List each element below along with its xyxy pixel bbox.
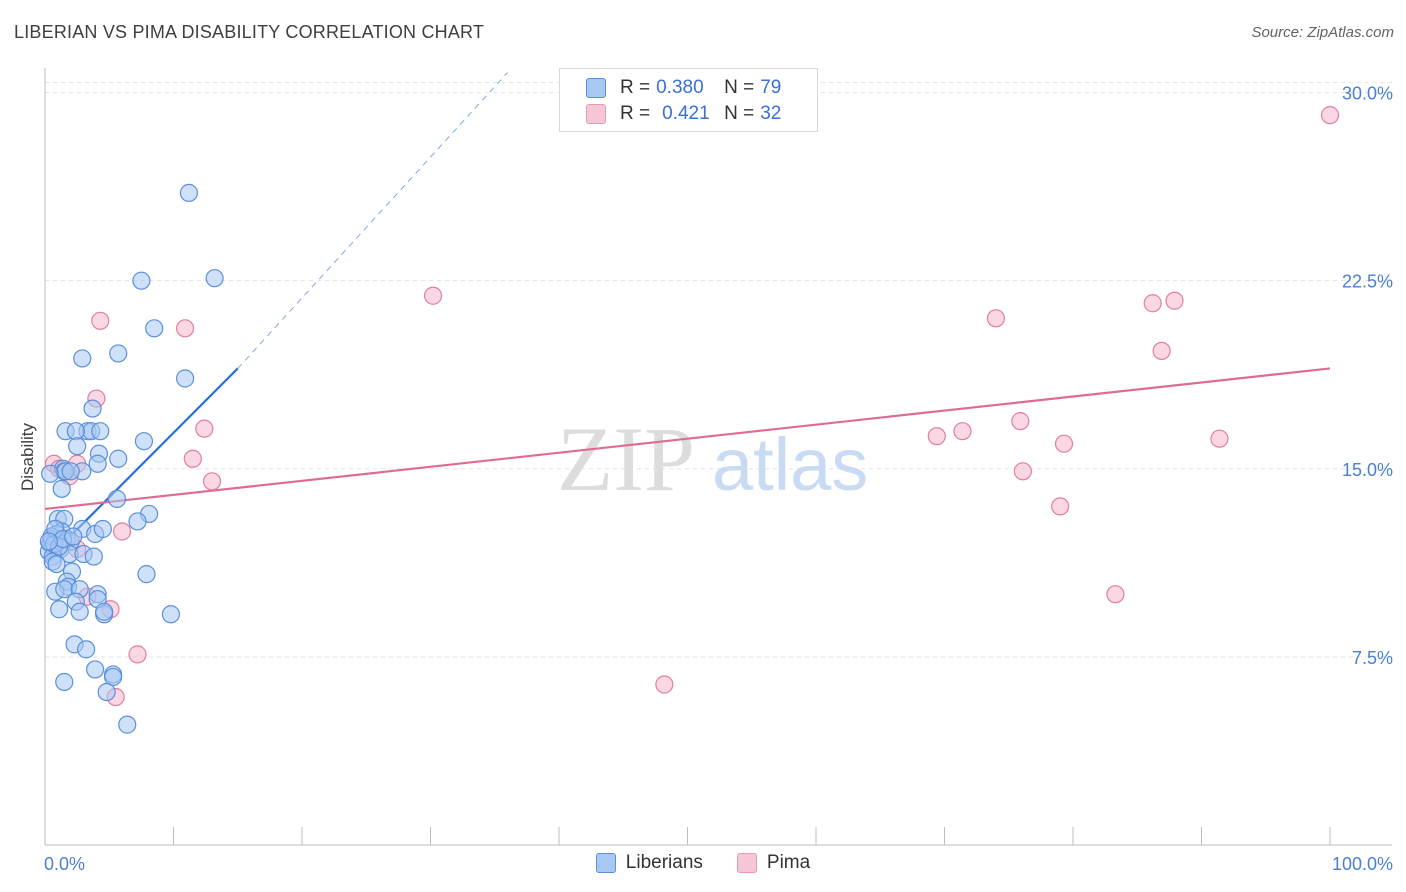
r-value: 0.380 xyxy=(656,77,704,98)
liberians-point xyxy=(97,682,116,702)
legend-label-pima: Pima xyxy=(766,852,811,873)
liberians-point xyxy=(104,667,123,687)
legend-row-pima: R = 0.421 N = 32 xyxy=(586,102,781,126)
liberians-point xyxy=(109,449,128,468)
data-points xyxy=(39,106,1340,734)
pima-point xyxy=(953,422,972,441)
pima-point xyxy=(423,286,443,305)
liberians-swatch xyxy=(595,853,616,873)
pima-point xyxy=(1051,497,1070,516)
liberians-point xyxy=(66,422,85,441)
axes xyxy=(44,68,1392,846)
liberians-point xyxy=(41,464,60,483)
pima-point xyxy=(1152,341,1171,361)
watermark-atlas: atlas xyxy=(712,423,868,506)
liberians-point xyxy=(137,565,156,584)
liberians-point xyxy=(175,369,195,388)
pima-point xyxy=(655,675,674,694)
liberians-point xyxy=(95,602,114,621)
pima-point xyxy=(91,311,110,330)
x-tick-label: 0.0% xyxy=(44,854,85,874)
liberians-point xyxy=(61,462,80,481)
legend-item-liberians: Liberians xyxy=(595,852,703,874)
watermark-zip: ZIP xyxy=(557,408,695,510)
pima-point xyxy=(202,472,222,491)
liberians-point xyxy=(118,715,137,734)
pima-point xyxy=(1054,434,1074,453)
liberians-point xyxy=(93,519,112,539)
liberians-point xyxy=(73,349,92,368)
r-label: R = xyxy=(620,103,651,124)
pima-point xyxy=(112,522,132,541)
liberians-point xyxy=(161,605,181,624)
r-label: R = xyxy=(620,77,651,98)
liberians-point xyxy=(132,271,151,290)
liberians-swatch xyxy=(586,78,606,98)
y-tick-label: 22.5% xyxy=(1342,272,1393,292)
y-tick-label: 7.5% xyxy=(1352,648,1393,668)
n-value: 79 xyxy=(760,77,782,98)
liberians-point xyxy=(84,547,103,566)
pima-point xyxy=(183,449,202,468)
tick-labels: 7.5% 15.0% 22.5% 30.0% 0.0% 100.0% xyxy=(44,84,1393,874)
liberians-point xyxy=(77,640,96,659)
liberians-point xyxy=(109,344,128,363)
pima-point xyxy=(986,309,1006,328)
liberians-point xyxy=(55,672,74,692)
pima-point xyxy=(1165,291,1184,310)
legend-label-liberians: Liberians xyxy=(625,852,703,873)
pima-point xyxy=(1210,429,1229,448)
pima-point xyxy=(1013,462,1032,481)
legend-row-liberians: R = 0.380 N = 79 xyxy=(586,76,781,100)
pima-trend-line xyxy=(44,367,1331,511)
pima-swatch xyxy=(586,104,606,124)
liberians-point xyxy=(88,454,107,473)
pima-point xyxy=(1106,585,1125,604)
r-value: 0.421 xyxy=(662,103,710,124)
pima-swatch xyxy=(736,853,757,873)
series-legend: Liberians Pima xyxy=(0,852,1406,874)
pima-point xyxy=(195,419,214,438)
pima-point xyxy=(175,319,195,338)
grid-lines xyxy=(45,82,1392,658)
n-label: N = xyxy=(724,77,755,98)
pima-point xyxy=(927,427,946,446)
liberians-point xyxy=(91,422,110,441)
liberians-point xyxy=(128,512,147,531)
y-tick-label: 15.0% xyxy=(1342,460,1393,480)
pima-point xyxy=(128,645,147,664)
liberians-point xyxy=(86,660,105,679)
chart-title: LIBERIAN VS PIMA DISABILITY CORRELATION … xyxy=(14,22,485,42)
liberians-point xyxy=(83,399,102,418)
liberians-point xyxy=(134,432,154,451)
liberians-point xyxy=(50,600,69,619)
liberians-point xyxy=(47,554,66,574)
pima-point xyxy=(1320,106,1340,125)
y-tick-label: 30.0% xyxy=(1342,84,1393,104)
liberians-point xyxy=(107,489,127,508)
liberians-point xyxy=(68,437,87,456)
liberians-point xyxy=(52,479,71,498)
pima-point xyxy=(1011,412,1030,431)
liberians-point xyxy=(64,527,83,546)
source-credit: Source: ZipAtlas.com xyxy=(1251,24,1394,41)
correlation-legend: R = 0.380 N = 79 R = 0.421 N = 32 xyxy=(559,68,818,132)
y-axis-title: Disability xyxy=(18,422,37,491)
liberians-point xyxy=(70,602,89,621)
liberians-point xyxy=(145,319,164,338)
liberians-point xyxy=(179,183,199,202)
pima-point xyxy=(1143,294,1162,313)
liberians-point xyxy=(205,269,224,288)
n-value: 32 xyxy=(760,103,782,124)
x-tick-label: 100.0% xyxy=(1332,854,1393,874)
liberians-trend-extension xyxy=(237,72,508,369)
liberians-point xyxy=(39,532,58,551)
legend-item-pima: Pima xyxy=(736,852,811,874)
n-label: N = xyxy=(724,103,755,124)
